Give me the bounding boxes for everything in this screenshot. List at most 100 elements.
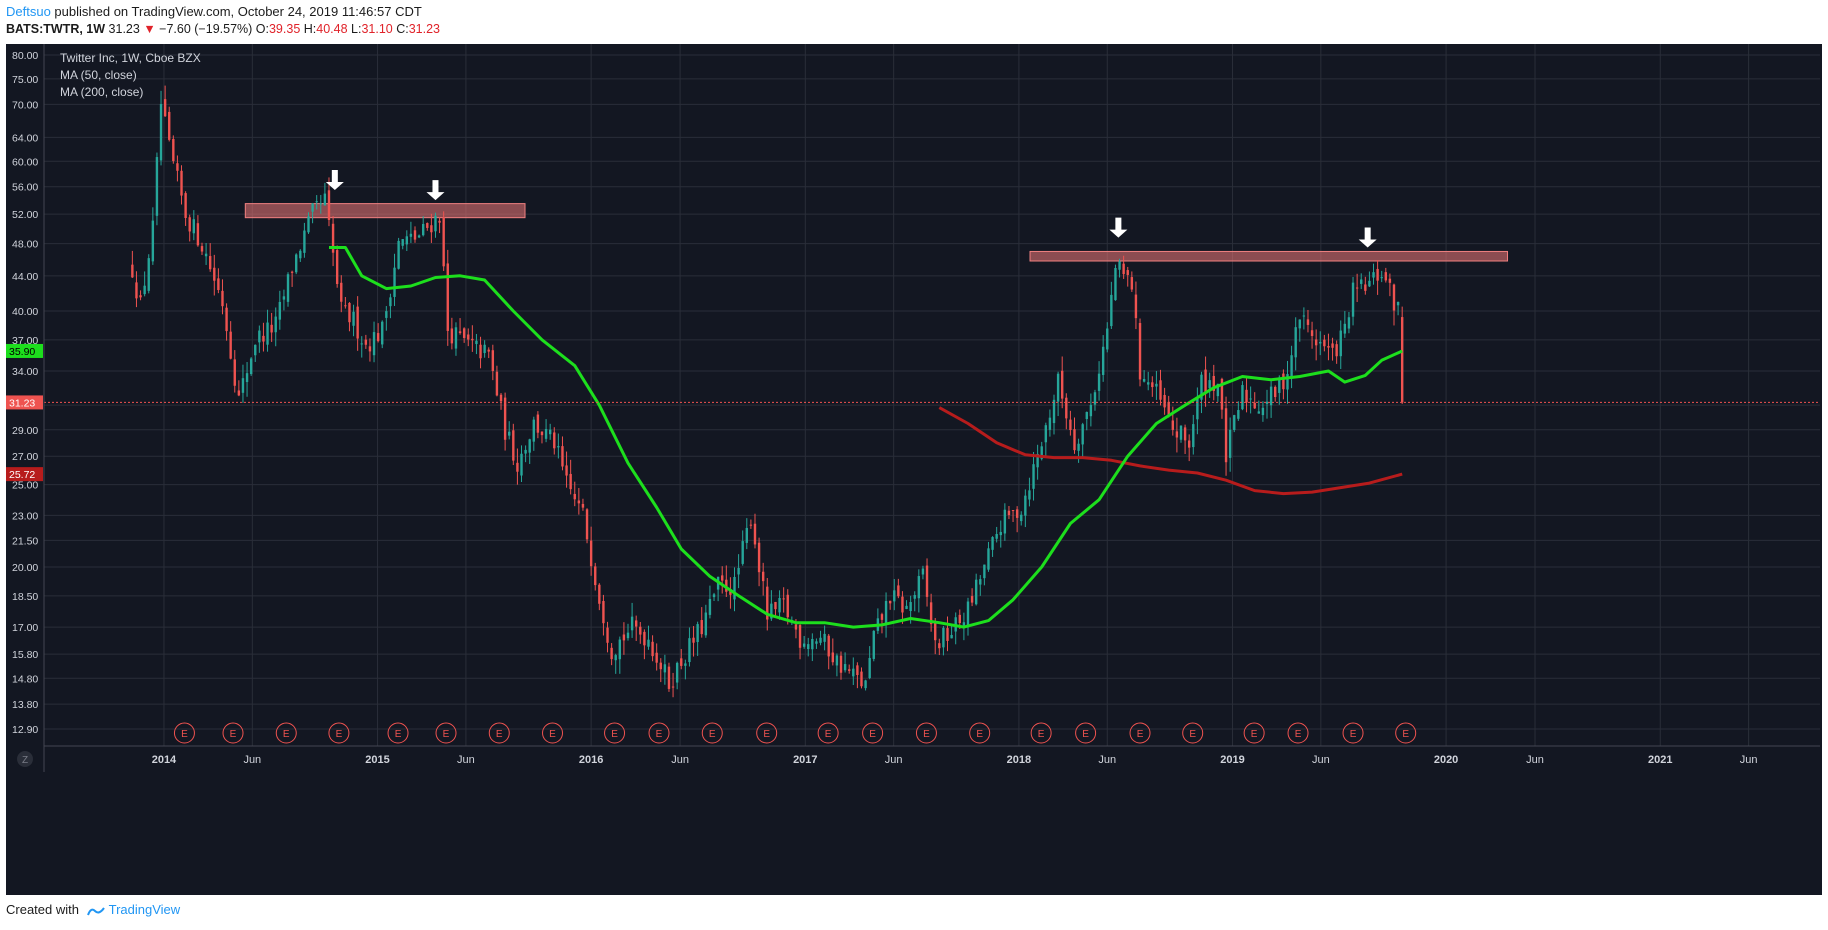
earnings-marker[interactable] <box>1243 722 1265 744</box>
ma50-legend[interactable]: MA (50, close) <box>60 68 137 82</box>
earnings-marker[interactable] <box>969 722 991 744</box>
candle-body <box>483 344 486 354</box>
candle-body <box>1228 429 1232 458</box>
earnings-marker[interactable] <box>1287 722 1309 744</box>
earnings-marker[interactable] <box>862 722 884 744</box>
earnings-marker-label[interactable]: E <box>1189 729 1196 740</box>
candle-body <box>200 246 204 252</box>
candle-body <box>155 157 159 216</box>
ma200-legend[interactable]: MA (200, close) <box>60 85 143 99</box>
earnings-marker-label[interactable]: E <box>1350 729 1357 740</box>
candle-body <box>692 637 695 643</box>
candle-body <box>1081 424 1084 445</box>
tradingview-link[interactable]: TradingView <box>108 902 181 917</box>
candle-body <box>1167 401 1170 416</box>
candle-body <box>905 605 908 610</box>
earnings-marker[interactable] <box>1075 722 1097 744</box>
earnings-marker-label[interactable]: E <box>656 729 663 740</box>
earnings-marker[interactable] <box>648 722 670 744</box>
earnings-marker-label[interactable]: E <box>1402 729 1409 740</box>
earnings-marker-label[interactable]: E <box>283 729 290 740</box>
candle-body <box>737 567 740 575</box>
candle-body <box>934 622 937 641</box>
earnings-marker[interactable] <box>1395 722 1417 744</box>
earnings-marker-label[interactable]: E <box>1251 729 1258 740</box>
time-axis[interactable]: 2014 Jun 2015 Jun 2016 Jun 2017 Jun 2018 Jun 2019 J… <box>17 745 1820 767</box>
earnings-marker-label[interactable]: E <box>611 729 618 740</box>
price-axis[interactable]: 80.00 75.00 70.00 64.00 60.00 56.00 52.00 48.00… <box>12 44 45 772</box>
candle-body <box>147 258 150 291</box>
candle-body <box>1069 419 1072 430</box>
candle-body <box>225 307 228 332</box>
earnings-marker[interactable] <box>1129 722 1151 744</box>
earnings-marker[interactable] <box>1342 722 1364 744</box>
earnings-marker-label[interactable]: E <box>869 729 876 740</box>
earnings-marker-label[interactable]: E <box>976 729 983 740</box>
earnings-marker-label[interactable]: E <box>230 729 237 740</box>
earnings-marker[interactable] <box>915 722 937 744</box>
candle-body <box>557 446 560 448</box>
earnings-marker-label[interactable]: E <box>923 729 930 740</box>
candle-body <box>647 639 650 647</box>
y-tick-label: 60.00 <box>12 156 38 168</box>
x-tick-label: 2019 <box>1220 754 1244 766</box>
candle-body <box>450 328 454 344</box>
timezone-button[interactable] <box>17 751 33 767</box>
earnings-marker[interactable] <box>756 722 778 744</box>
earnings-marker-label[interactable]: E <box>1295 729 1302 740</box>
candle-body <box>786 594 789 618</box>
earnings-marker[interactable] <box>1182 722 1204 744</box>
candle-body <box>254 344 257 356</box>
candle-body <box>295 254 298 273</box>
price-badges: 35.90 31.23 25.72 <box>6 343 43 482</box>
y-tick-label: 40.00 <box>12 306 38 318</box>
y-tick-label: 13.80 <box>12 699 38 711</box>
earnings-marker-label[interactable]: E <box>1137 729 1144 740</box>
earnings-marker[interactable] <box>701 722 723 744</box>
earnings-marker[interactable] <box>542 722 564 744</box>
earnings-marker[interactable] <box>222 722 244 744</box>
price-badge <box>6 395 43 410</box>
x-tick-label: 2016 <box>579 754 603 766</box>
chart-area[interactable]: E E E E E E E E E E E E E E E E E E E E E E E E 80.00 75.00 70.00… <box>6 44 1822 895</box>
candle-body <box>1400 317 1404 403</box>
y-tick-label: 25.00 <box>12 480 38 492</box>
earnings-marker-label[interactable]: E <box>443 729 450 740</box>
author-link[interactable]: Deftsuo <box>6 4 51 19</box>
earnings-marker-label[interactable]: E <box>181 729 188 740</box>
earnings-marker[interactable] <box>604 722 626 744</box>
earnings-marker-label[interactable]: E <box>336 729 343 740</box>
earnings-marker-label[interactable]: E <box>709 729 716 740</box>
earnings-marker-label[interactable]: E <box>1082 729 1089 740</box>
earnings-marker[interactable] <box>387 722 409 744</box>
candle-body <box>1355 287 1359 289</box>
candle-body <box>323 193 327 206</box>
candle-body <box>577 500 581 504</box>
timezone-button-label[interactable]: Z <box>22 755 28 766</box>
y-tick-label: 80.00 <box>12 50 38 62</box>
earnings-marker[interactable] <box>275 722 297 744</box>
earnings-marker[interactable] <box>1030 722 1052 744</box>
earnings-marker[interactable] <box>173 722 195 744</box>
y-tick-label: 17.00 <box>12 622 38 634</box>
earnings-marker-label[interactable]: E <box>395 729 402 740</box>
earnings-marker[interactable] <box>435 722 457 744</box>
earnings-marker-label[interactable]: E <box>825 729 832 740</box>
earnings-marker-label[interactable]: E <box>549 729 556 740</box>
candle-body <box>213 267 216 281</box>
earnings-marker-label[interactable]: E <box>1038 729 1045 740</box>
earnings-marker[interactable] <box>817 722 839 744</box>
earnings-marker[interactable] <box>488 722 510 744</box>
candle-body <box>639 626 642 635</box>
candle-body <box>503 397 507 440</box>
earnings-marker-label[interactable]: E <box>496 729 503 740</box>
candle-body <box>176 163 179 171</box>
candle-body <box>553 432 556 449</box>
candle-body <box>1110 294 1113 327</box>
price-chart[interactable]: E E E E E E E E E E E E E E E E E E E E E E E E 80.00 75.00 70.00… <box>6 44 1822 895</box>
candle-body <box>278 301 282 320</box>
candle-body <box>180 170 183 196</box>
earnings-marker[interactable] <box>328 722 350 744</box>
earnings-marker-label[interactable]: E <box>763 729 770 740</box>
